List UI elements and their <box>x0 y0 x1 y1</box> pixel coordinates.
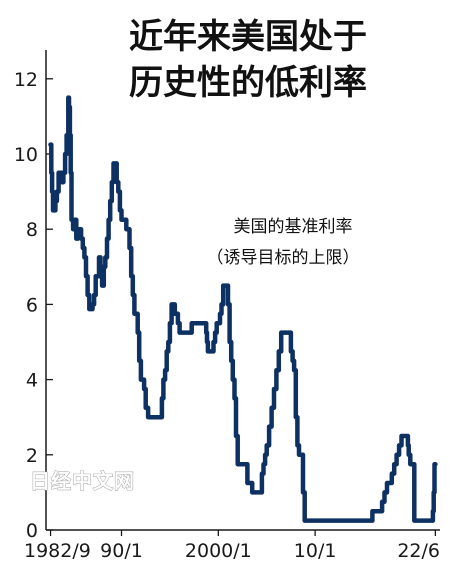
y-tick-label: 8 <box>26 219 38 241</box>
series-line <box>48 95 438 523</box>
x-tick-label: 22/6 <box>397 540 440 562</box>
chart-title: 近年来美国处于 历史性的低利率 <box>129 17 367 103</box>
x-axis-ticks: 1982/9 90/1 2000/1 10/1 22/6 <box>24 530 440 562</box>
annotation-line: （诱导目标的上限） <box>207 248 360 268</box>
y-tick-label: 6 <box>26 294 38 316</box>
title-line: 历史性的低利率 <box>129 63 367 103</box>
y-tick-label: 0 <box>26 520 38 542</box>
x-tick-label: 2000/1 <box>185 540 252 562</box>
watermark-logo: 日经中文网 <box>30 469 135 493</box>
annotation-line: 美国的基准利率 <box>234 217 353 237</box>
x-tick-label: 10/1 <box>294 540 337 562</box>
title-line: 近年来美国处于 <box>129 17 367 57</box>
x-tick-label: 90/1 <box>100 540 143 562</box>
axes <box>45 50 440 531</box>
y-axis-ticks: 0 2 4 6 8 10 12 <box>14 69 53 542</box>
series-annotation: 美国的基准利率 （诱导目标的上限） <box>207 217 360 268</box>
y-tick-label: 4 <box>26 370 38 392</box>
y-tick-label: 2 <box>26 445 38 467</box>
y-tick-label: 10 <box>14 144 38 166</box>
y-tick-label: 12 <box>14 69 38 91</box>
series <box>48 95 438 523</box>
x-tick-label: 1982/9 <box>24 540 91 562</box>
